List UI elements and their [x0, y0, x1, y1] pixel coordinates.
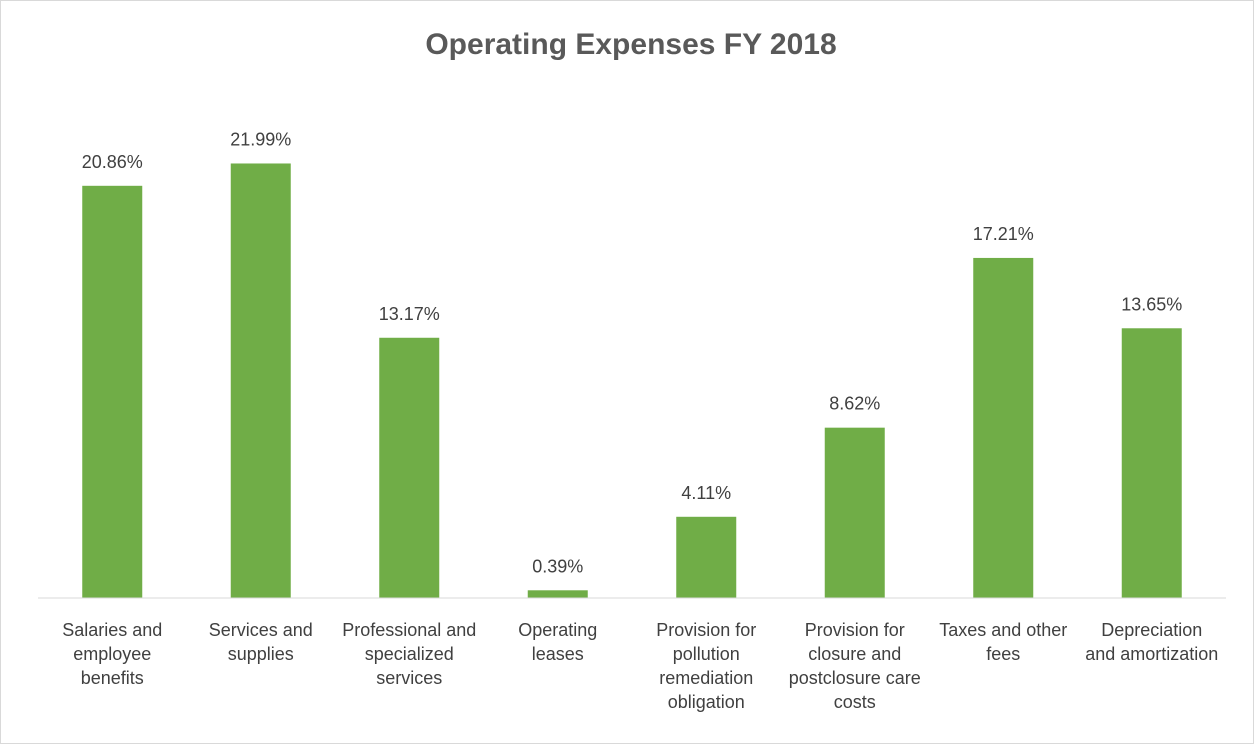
data-label: 13.17% [379, 304, 440, 324]
chart-title: Operating Expenses FY 2018 [425, 28, 836, 61]
data-label: 21.99% [230, 129, 291, 149]
data-label: 20.86% [82, 152, 143, 172]
x-tick-label: Taxes and other fees [939, 620, 1068, 664]
x-tick-label: Provision for closure and postclosure ca… [788, 620, 921, 712]
x-tick-label: Provision for pollution remediation obli… [656, 620, 757, 712]
bar [82, 185, 143, 598]
data-label: 0.39% [532, 556, 583, 576]
x-tick-label: Professional and specialized services [342, 620, 477, 688]
data-label: 4.11% [681, 483, 731, 503]
bar [824, 427, 885, 598]
data-label: 8.62% [829, 394, 880, 414]
x-tick-label: Operating leases [518, 620, 598, 664]
x-tick-label: Services and supplies [208, 620, 313, 664]
x-tick-label: Salaries and employee benefits [62, 620, 163, 688]
x-tick-label: Depreciation and amortization [1085, 620, 1219, 664]
bar [230, 163, 291, 598]
bar [379, 337, 440, 598]
data-label: 13.65% [1121, 294, 1182, 314]
bar [1121, 328, 1182, 598]
bar [527, 590, 588, 598]
bar [676, 516, 737, 598]
bar [973, 257, 1034, 598]
data-label: 17.21% [973, 224, 1034, 244]
